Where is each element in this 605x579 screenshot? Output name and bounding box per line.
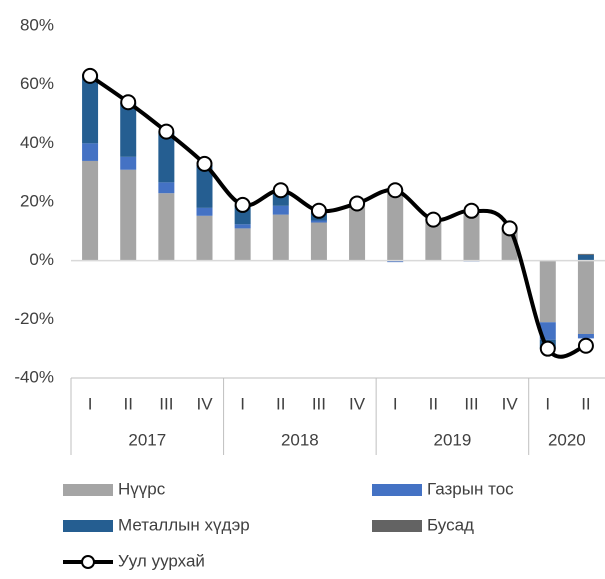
line-marker — [541, 342, 555, 356]
bar-segment — [158, 193, 174, 260]
x-tick-label: II — [429, 394, 438, 413]
legend-marker — [82, 556, 94, 568]
legend-swatch — [63, 520, 113, 532]
bar-segment — [235, 228, 251, 260]
x-tick-label: II — [276, 394, 285, 413]
x-tick-label: I — [240, 394, 245, 413]
y-tick-label: 60% — [20, 74, 54, 93]
legend-swatch — [63, 484, 113, 496]
line-marker — [388, 183, 402, 197]
line-marker — [503, 221, 517, 235]
bar-segment — [540, 261, 556, 323]
legend-swatch — [372, 520, 422, 532]
x-tick-label: IV — [349, 394, 366, 413]
bar-segment — [197, 208, 213, 216]
x-tick-label: II — [581, 394, 590, 413]
bar-segment — [578, 255, 594, 261]
line-marker — [83, 69, 97, 83]
line-marker — [579, 339, 593, 353]
bar-segment — [311, 223, 327, 261]
bar-segment — [120, 157, 136, 170]
bar-segment — [197, 216, 213, 261]
legend-label: Нүүрс — [118, 479, 166, 498]
bar-segment — [158, 132, 174, 182]
x-tick-label: I — [88, 394, 93, 413]
legend-swatch — [372, 484, 422, 496]
bar-segment — [235, 224, 251, 228]
legend-label: Бусад — [427, 515, 474, 534]
x-tick-label: II — [123, 394, 132, 413]
group-label: 2017 — [128, 430, 166, 449]
bar-segment — [349, 204, 365, 261]
x-tick-label: III — [464, 394, 478, 413]
bar-segment — [387, 190, 403, 260]
line-marker — [350, 196, 364, 210]
y-tick-label: 80% — [20, 15, 54, 34]
bar-segment — [120, 103, 136, 157]
bar-segment — [82, 74, 98, 143]
line-marker — [121, 95, 135, 109]
bar-segment — [158, 182, 174, 193]
group-label: 2020 — [548, 430, 586, 449]
group-label: 2019 — [434, 430, 472, 449]
x-tick-label: I — [545, 394, 550, 413]
x-tick-label: IV — [502, 394, 519, 413]
bar-segment — [273, 215, 289, 261]
x-tick-label: IV — [196, 394, 213, 413]
bar-segment — [578, 254, 594, 255]
bar-segment — [120, 170, 136, 261]
line-marker — [198, 157, 212, 171]
x-tick-label: III — [312, 394, 326, 413]
line-marker — [312, 204, 326, 218]
x-tick-label: III — [159, 394, 173, 413]
line-marker — [159, 125, 173, 139]
line-marker — [236, 198, 250, 212]
y-tick-label: -20% — [14, 309, 54, 328]
line-marker — [465, 204, 479, 218]
y-tick-label: -40% — [14, 367, 54, 386]
y-tick-label: 20% — [20, 191, 54, 210]
bar-segment — [578, 261, 594, 334]
line-marker — [426, 213, 440, 227]
legend-label: Уул уурхай — [118, 551, 205, 570]
group-label: 2018 — [281, 430, 319, 449]
bar-segment — [82, 161, 98, 261]
y-tick-label: 0% — [29, 250, 54, 269]
bar-segment — [311, 220, 327, 222]
y-tick-label: 40% — [20, 133, 54, 152]
bar-segment — [273, 206, 289, 215]
legend-label: Металлын хүдэр — [118, 515, 250, 534]
bar-segment — [82, 143, 98, 161]
line-marker — [274, 183, 288, 197]
x-tick-label: I — [393, 394, 398, 413]
legend-label: Газрын тос — [427, 479, 514, 498]
